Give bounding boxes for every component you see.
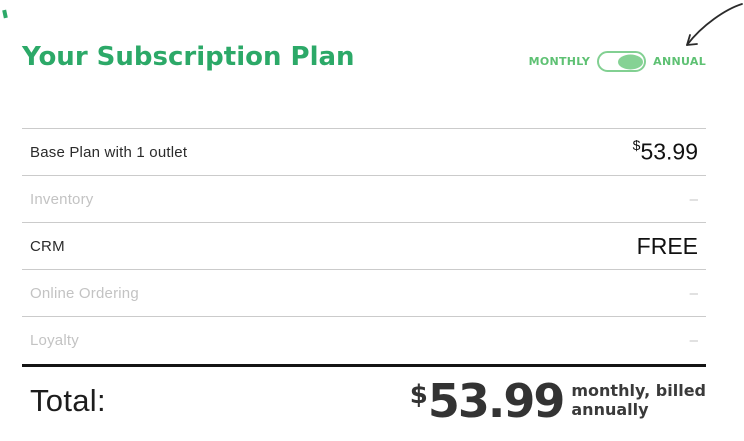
- row-price: FREE: [636, 232, 698, 259]
- total-price: $ 53.99 monthly, billed annually: [410, 378, 706, 424]
- row-label: Online Ordering: [30, 284, 139, 302]
- table-row-online-ordering: Online Ordering –: [22, 269, 706, 316]
- row-label: CRM: [30, 237, 65, 255]
- total-currency-symbol: $: [409, 379, 428, 410]
- page-title: Your Subscription Plan: [22, 42, 355, 72]
- price-amount: 53.99: [640, 138, 698, 165]
- plan-features-table: Base Plan with 1 outlet $53.99 Inventory…: [22, 128, 706, 363]
- billing-period-toggle-group: MONTHLY ANNUAL: [529, 51, 706, 72]
- row-price: –: [689, 284, 698, 302]
- green-mark: [2, 9, 8, 19]
- billing-period-toggle[interactable]: [597, 51, 647, 72]
- annual-option-label[interactable]: ANNUAL: [653, 55, 706, 68]
- currency-symbol: $: [632, 137, 641, 154]
- row-label: Base Plan with 1 outlet: [30, 143, 188, 161]
- total-row: Total: $ 53.99 monthly, billed annually: [22, 364, 706, 440]
- table-row-base-plan: Base Plan with 1 outlet $53.99: [22, 128, 706, 175]
- row-price: –: [689, 331, 698, 349]
- total-amount: 53.99: [427, 373, 566, 428]
- monthly-option-label[interactable]: MONTHLY: [528, 55, 591, 68]
- toggle-knob: [618, 54, 644, 69]
- total-label: Total:: [30, 382, 106, 418]
- table-row-crm: CRM FREE: [22, 222, 706, 269]
- table-row-inventory: Inventory –: [22, 175, 706, 222]
- table-row-loyalty: Loyalty –: [22, 316, 706, 363]
- row-price: $53.99: [632, 137, 698, 166]
- billing-note: monthly, billed annually: [571, 381, 706, 419]
- row-price: –: [689, 190, 698, 208]
- curved-arrow-icon: [686, 3, 743, 46]
- row-label: Inventory: [30, 190, 94, 208]
- row-label: Loyalty: [30, 331, 79, 349]
- billing-note-line1: monthly, billed: [571, 381, 706, 401]
- billing-note-line2: annually: [571, 399, 649, 419]
